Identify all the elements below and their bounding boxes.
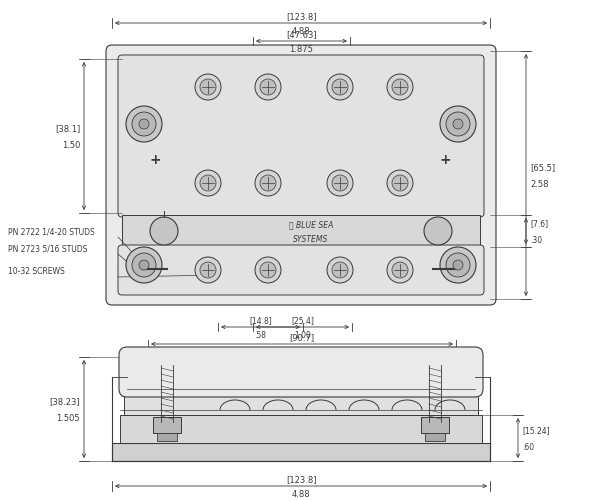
Text: +: +	[439, 153, 451, 167]
Text: [15.24]: [15.24]	[522, 425, 550, 434]
Circle shape	[392, 176, 408, 191]
Bar	[421, 417, 449, 433]
Circle shape	[387, 258, 413, 284]
Circle shape	[195, 171, 221, 196]
Circle shape	[332, 263, 348, 279]
Circle shape	[392, 263, 408, 279]
Circle shape	[132, 254, 156, 278]
Bar	[112, 443, 490, 461]
Bar	[120, 415, 482, 443]
Circle shape	[200, 80, 216, 96]
Circle shape	[126, 247, 162, 284]
Circle shape	[424, 217, 452, 245]
Text: 2.58: 2.58	[530, 180, 548, 188]
FancyBboxPatch shape	[119, 347, 483, 397]
Circle shape	[132, 113, 156, 137]
Text: [38.1]: [38.1]	[55, 124, 80, 133]
Text: 10-32 SCREWS: 10-32 SCREWS	[8, 267, 65, 276]
Bar	[425, 433, 445, 441]
Text: .30: .30	[530, 235, 542, 244]
Text: [7.6]: [7.6]	[530, 218, 548, 227]
Bar	[153, 417, 181, 433]
Circle shape	[327, 171, 353, 196]
Text: PN 2722 1/4-20 STUDS: PN 2722 1/4-20 STUDS	[8, 227, 95, 236]
Circle shape	[126, 107, 162, 143]
Circle shape	[260, 80, 276, 96]
Circle shape	[332, 80, 348, 96]
Text: .60: .60	[522, 442, 534, 451]
Text: PN 2723 5/16 STUDS: PN 2723 5/16 STUDS	[8, 244, 88, 253]
Circle shape	[387, 75, 413, 101]
Text: +: +	[149, 153, 161, 167]
Circle shape	[440, 247, 476, 284]
Text: SYSTEMS: SYSTEMS	[293, 234, 329, 243]
Circle shape	[195, 258, 221, 284]
Circle shape	[139, 120, 149, 130]
Circle shape	[392, 80, 408, 96]
Text: [47.63]: [47.63]	[286, 30, 317, 39]
Circle shape	[139, 261, 149, 271]
Text: [65.5]: [65.5]	[530, 163, 555, 172]
Circle shape	[255, 258, 281, 284]
Text: 1.00: 1.00	[294, 330, 311, 339]
Text: [38.23]: [38.23]	[49, 396, 80, 405]
FancyBboxPatch shape	[118, 245, 484, 296]
Circle shape	[200, 263, 216, 279]
Circle shape	[260, 176, 276, 191]
Text: [123.8]: [123.8]	[286, 474, 316, 483]
Circle shape	[200, 176, 216, 191]
Text: [25.4]: [25.4]	[291, 315, 314, 324]
Text: [123.8]: [123.8]	[286, 12, 316, 21]
Circle shape	[260, 263, 276, 279]
Text: 1.875: 1.875	[290, 45, 313, 54]
Circle shape	[327, 75, 353, 101]
Text: 3.6: 3.6	[295, 347, 308, 356]
Circle shape	[255, 75, 281, 101]
Text: .58: .58	[254, 330, 266, 339]
Circle shape	[446, 113, 470, 137]
Circle shape	[195, 75, 221, 101]
FancyBboxPatch shape	[106, 46, 496, 306]
Circle shape	[150, 217, 178, 245]
Circle shape	[327, 258, 353, 284]
Circle shape	[387, 171, 413, 196]
Text: 1.505: 1.505	[56, 413, 80, 422]
Circle shape	[440, 107, 476, 143]
Circle shape	[255, 171, 281, 196]
Text: [90.7]: [90.7]	[289, 332, 314, 341]
Bar	[122, 215, 480, 247]
Bar	[157, 433, 177, 441]
Text: [14.8]: [14.8]	[249, 315, 272, 324]
Text: 4.88: 4.88	[292, 27, 310, 36]
Text: Ⓜ BLUE SEA: Ⓜ BLUE SEA	[289, 219, 333, 228]
Circle shape	[332, 176, 348, 191]
Bar	[124, 385, 478, 415]
Text: 1.50: 1.50	[62, 141, 80, 150]
Text: 4.88: 4.88	[292, 489, 310, 498]
Circle shape	[446, 254, 470, 278]
Circle shape	[453, 261, 463, 271]
Circle shape	[453, 120, 463, 130]
FancyBboxPatch shape	[118, 56, 484, 217]
